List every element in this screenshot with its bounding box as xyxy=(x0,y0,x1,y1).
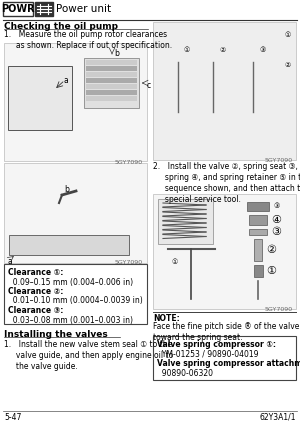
Text: Power unit: Power unit xyxy=(56,4,111,14)
Circle shape xyxy=(203,42,223,62)
Circle shape xyxy=(250,111,256,117)
Text: a: a xyxy=(7,257,12,266)
Text: 1. Measure the oil pump rotor clearances
     as shown. Replace if out of specif: 1. Measure the oil pump rotor clearances… xyxy=(4,30,172,50)
Circle shape xyxy=(243,42,263,62)
Text: 0.09–0.15 mm (0.004–0.006 in): 0.09–0.15 mm (0.004–0.006 in) xyxy=(8,278,133,286)
Bar xyxy=(86,84,137,89)
Bar xyxy=(4,264,147,324)
Bar xyxy=(9,235,129,255)
Bar xyxy=(153,22,296,160)
Text: Valve spring compressor ①:: Valve spring compressor ①: xyxy=(157,340,276,349)
Text: ②: ② xyxy=(266,245,276,255)
Circle shape xyxy=(253,296,263,306)
Circle shape xyxy=(168,42,188,62)
Circle shape xyxy=(36,94,44,102)
Bar xyxy=(3,2,33,16)
Text: Clearance ①:: Clearance ①: xyxy=(8,268,63,277)
Text: c: c xyxy=(147,81,151,90)
Text: 5GY7090: 5GY7090 xyxy=(115,260,143,265)
Text: ②: ② xyxy=(219,47,225,53)
Bar xyxy=(4,163,147,263)
Text: ②: ② xyxy=(285,62,291,68)
Bar xyxy=(249,229,267,235)
Text: Valve spring compressor attachment ②:: Valve spring compressor attachment ②: xyxy=(157,359,300,368)
Bar xyxy=(86,60,137,65)
Text: 1. Install the new valve stem seal ① to the
     valve guide, and then apply eng: 1. Install the new valve stem seal ① to … xyxy=(4,340,173,371)
Text: Clearance ②:: Clearance ②: xyxy=(8,287,63,296)
Text: ①: ① xyxy=(285,32,291,38)
Bar xyxy=(254,239,262,261)
Text: ①: ① xyxy=(184,47,190,53)
Bar xyxy=(35,2,53,16)
Bar xyxy=(254,265,263,277)
Bar xyxy=(86,96,137,101)
Bar xyxy=(4,43,147,161)
Text: 5GY7090: 5GY7090 xyxy=(265,158,293,163)
Polygon shape xyxy=(76,168,136,223)
Circle shape xyxy=(186,297,196,307)
Text: Checking the oil pump: Checking the oil pump xyxy=(4,22,118,31)
Text: a: a xyxy=(64,76,69,85)
Bar xyxy=(153,194,296,309)
Text: ③: ③ xyxy=(259,47,265,53)
Text: ①: ① xyxy=(171,259,177,265)
Text: 62Y3A1/1: 62Y3A1/1 xyxy=(260,413,296,422)
Bar xyxy=(153,336,296,380)
Text: YM-01253 / 90890-04019: YM-01253 / 90890-04019 xyxy=(157,349,259,359)
Bar xyxy=(86,72,137,77)
Bar xyxy=(86,78,137,83)
Polygon shape xyxy=(22,80,58,116)
Text: 0.01–0.10 mm (0.0004–0.0039 in): 0.01–0.10 mm (0.0004–0.0039 in) xyxy=(8,297,143,306)
Bar xyxy=(249,215,267,225)
Circle shape xyxy=(18,76,62,120)
Bar xyxy=(84,58,139,108)
Text: ③: ③ xyxy=(271,227,281,237)
Text: 5GY7090: 5GY7090 xyxy=(115,160,143,165)
Text: Clearance ③:: Clearance ③: xyxy=(8,306,63,315)
Text: POWR: POWR xyxy=(1,4,35,14)
Bar xyxy=(247,202,269,211)
Text: 90890-06320: 90890-06320 xyxy=(157,368,213,377)
Text: ③: ③ xyxy=(273,203,279,209)
Text: Installing the valves: Installing the valves xyxy=(4,330,108,339)
Circle shape xyxy=(210,111,216,117)
Bar xyxy=(86,66,137,71)
Text: b: b xyxy=(64,185,69,194)
Text: Face the fine pitch side ® of the valve spring
toward the spring seat.: Face the fine pitch side ® of the valve … xyxy=(153,322,300,342)
Text: ④: ④ xyxy=(271,215,281,225)
Text: NOTE:: NOTE: xyxy=(153,314,180,323)
Polygon shape xyxy=(9,173,64,228)
Text: 0.03–0.08 mm (0.001–0.003 in): 0.03–0.08 mm (0.001–0.003 in) xyxy=(8,315,133,325)
Bar xyxy=(158,199,213,244)
Text: 5GY7090: 5GY7090 xyxy=(265,307,293,312)
Bar xyxy=(86,90,137,95)
Text: 5-47: 5-47 xyxy=(4,413,21,422)
Circle shape xyxy=(175,111,181,117)
Text: ①: ① xyxy=(266,266,276,276)
Text: b: b xyxy=(114,49,119,58)
Bar xyxy=(158,27,291,77)
Bar xyxy=(8,66,72,130)
Text: 2. Install the valve ②, spring seat ③, valve
     spring ④, and spring retainer : 2. Install the valve ②, spring seat ③, v… xyxy=(153,162,300,204)
